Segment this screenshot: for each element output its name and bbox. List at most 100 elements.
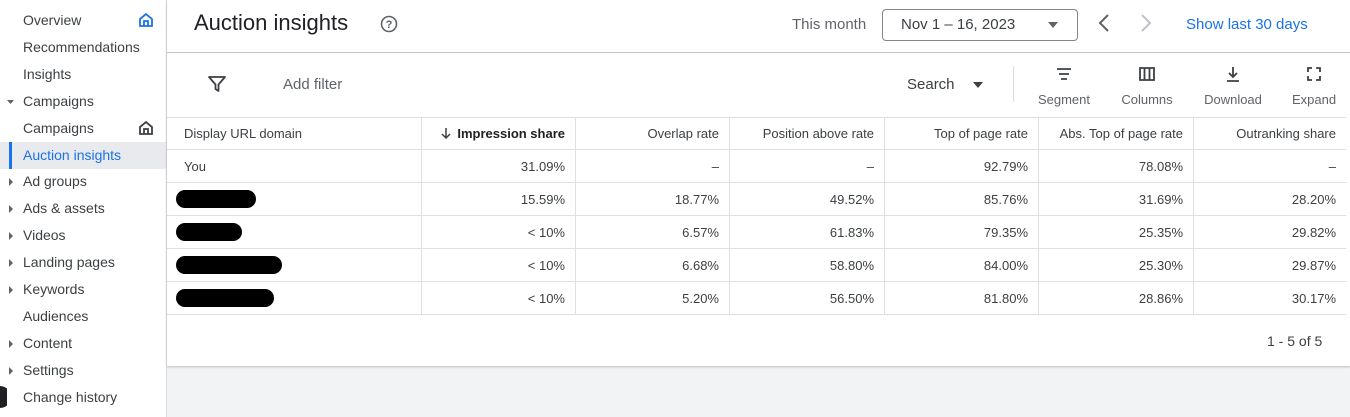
- header-label: Impression share: [457, 126, 565, 141]
- nav-item[interactable]: Audiences: [0, 303, 166, 330]
- cell: 84.00%: [884, 248, 1039, 282]
- redaction-mark: [176, 289, 274, 307]
- nav-label: Settings: [23, 361, 74, 378]
- nav-label: Audiences: [23, 307, 89, 324]
- next-button[interactable]: [1139, 13, 1153, 33]
- cell: 25.30%: [1038, 248, 1194, 282]
- domain-cell: [167, 215, 422, 249]
- date-picker[interactable]: Nov 1 – 16, 2023: [882, 9, 1078, 41]
- home-shape: [139, 12, 153, 27]
- nav-label: Change history: [23, 388, 118, 405]
- prev-button[interactable]: [1097, 13, 1111, 33]
- nav-label: Ads & assets: [23, 200, 105, 217]
- domain-cell: [167, 248, 422, 282]
- home-icon: [139, 12, 153, 27]
- nav-item[interactable]: Insights: [0, 61, 166, 88]
- cell: 58.80%: [729, 248, 885, 282]
- nav-item[interactable]: Campaigns: [0, 115, 166, 142]
- nav-label: Ad groups: [23, 173, 87, 190]
- header-label: Position above rate: [762, 126, 874, 141]
- arrow-shape: [9, 286, 13, 294]
- nav-item[interactable]: Keywords: [0, 276, 166, 303]
- action-icon: [1057, 68, 1071, 80]
- cell: 6.57%: [575, 215, 730, 249]
- panel: Auction insights ? This month Nov 1 – 16…: [167, 0, 1350, 366]
- arrow-shape: [9, 232, 13, 241]
- add-filter[interactable]: Add filter: [283, 76, 343, 93]
- expand-arrow: [9, 232, 13, 241]
- header-label: Overlap rate: [647, 126, 719, 141]
- nav-item[interactable]: Change history: [0, 384, 166, 411]
- icon-shape: [1139, 67, 1155, 81]
- cell: –: [1193, 149, 1346, 183]
- cell: 92.79%: [884, 149, 1039, 183]
- redaction: [176, 223, 242, 241]
- column-header[interactable]: Overlap rate: [575, 117, 730, 150]
- table-row: < 10% 6.68% 58.80% 84.00% 25.30% 29.87%: [167, 248, 1346, 282]
- cell: 56.50%: [729, 281, 885, 315]
- sort-arrow: [441, 128, 451, 140]
- nav-item[interactable]: Ads & assets: [0, 195, 166, 222]
- show-last-link[interactable]: Show last 30 days: [1186, 16, 1308, 33]
- action-label[interactable]: Expand: [1291, 92, 1337, 107]
- filter-icon[interactable]: [207, 74, 227, 94]
- search-button[interactable]: Search: [907, 76, 955, 93]
- arrow-shape: [441, 128, 451, 140]
- icon-shape: [1307, 67, 1321, 81]
- redaction-mark: [176, 223, 242, 241]
- arrow-shape: [9, 366, 13, 375]
- action-label[interactable]: Columns: [1121, 92, 1173, 107]
- column-header[interactable]: Abs. Top of page rate: [1038, 117, 1194, 150]
- cell: 29.87%: [1193, 248, 1346, 282]
- toolbar-divider: [1013, 66, 1014, 102]
- column-header[interactable]: Impression share: [421, 117, 576, 150]
- cell: 15.59%: [421, 182, 576, 216]
- cell: 28.20%: [1193, 182, 1346, 216]
- nav-item[interactable]: Campaigns: [0, 88, 166, 115]
- cell: 85.76%: [884, 182, 1039, 216]
- nav-label: Keywords: [23, 281, 85, 297]
- separator: [167, 52, 1350, 53]
- nav-item[interactable]: Recommendations: [0, 34, 166, 61]
- redaction-mark: [176, 190, 256, 208]
- dropdown-arrow: [1048, 22, 1058, 28]
- expand-arrow: [9, 259, 13, 268]
- search-arrow: [973, 82, 983, 88]
- table-row: 15.59% 18.77% 49.52% 85.76% 31.69% 28.20%: [167, 182, 1346, 216]
- nav-item[interactable]: Settings: [0, 357, 166, 384]
- pagination: 1 - 5 of 5: [1267, 333, 1323, 349]
- nav-item[interactable]: Content: [0, 330, 166, 357]
- help-icon[interactable]: ?: [379, 14, 399, 34]
- icon-shape: [1227, 67, 1239, 82]
- redaction: [176, 289, 274, 307]
- header-label: Top of page rate: [934, 126, 1028, 141]
- column-header[interactable]: Top of page rate: [884, 117, 1039, 150]
- nav-label: Campaigns: [23, 119, 94, 136]
- nav-item[interactable]: Ad groups: [0, 168, 166, 195]
- nav-item[interactable]: Videos: [0, 222, 166, 249]
- cell: 30.17%: [1193, 281, 1346, 315]
- domain-cell: [167, 281, 422, 315]
- nav-item[interactable]: Auction insights: [0, 141, 166, 169]
- action-label[interactable]: Segment: [1037, 92, 1091, 107]
- header-label: Display URL domain: [184, 126, 303, 141]
- page-title: Auction insights: [194, 10, 349, 35]
- nav-item[interactable]: Overview: [0, 7, 166, 34]
- arrow-shape: [7, 99, 14, 104]
- expand-arrow: [9, 178, 13, 187]
- action-label[interactable]: Download: [1204, 92, 1262, 107]
- nav-label: Recommendations: [23, 38, 140, 55]
- cell: 61.83%: [729, 215, 885, 249]
- period-label: This month: [792, 16, 867, 33]
- svg-text:?: ?: [386, 19, 393, 31]
- expand-arrow: [9, 366, 13, 375]
- domain-cell: You: [167, 149, 422, 183]
- cell: 31.69%: [1038, 182, 1194, 216]
- cell: 5.20%: [575, 281, 730, 315]
- nav-item[interactable]: Landing pages: [0, 249, 166, 276]
- cell: 25.35%: [1038, 215, 1194, 249]
- column-header[interactable]: Display URL domain: [167, 117, 422, 150]
- column-header[interactable]: Outranking share: [1193, 117, 1346, 150]
- column-header[interactable]: Position above rate: [729, 117, 885, 150]
- arrow-shape: [9, 259, 13, 268]
